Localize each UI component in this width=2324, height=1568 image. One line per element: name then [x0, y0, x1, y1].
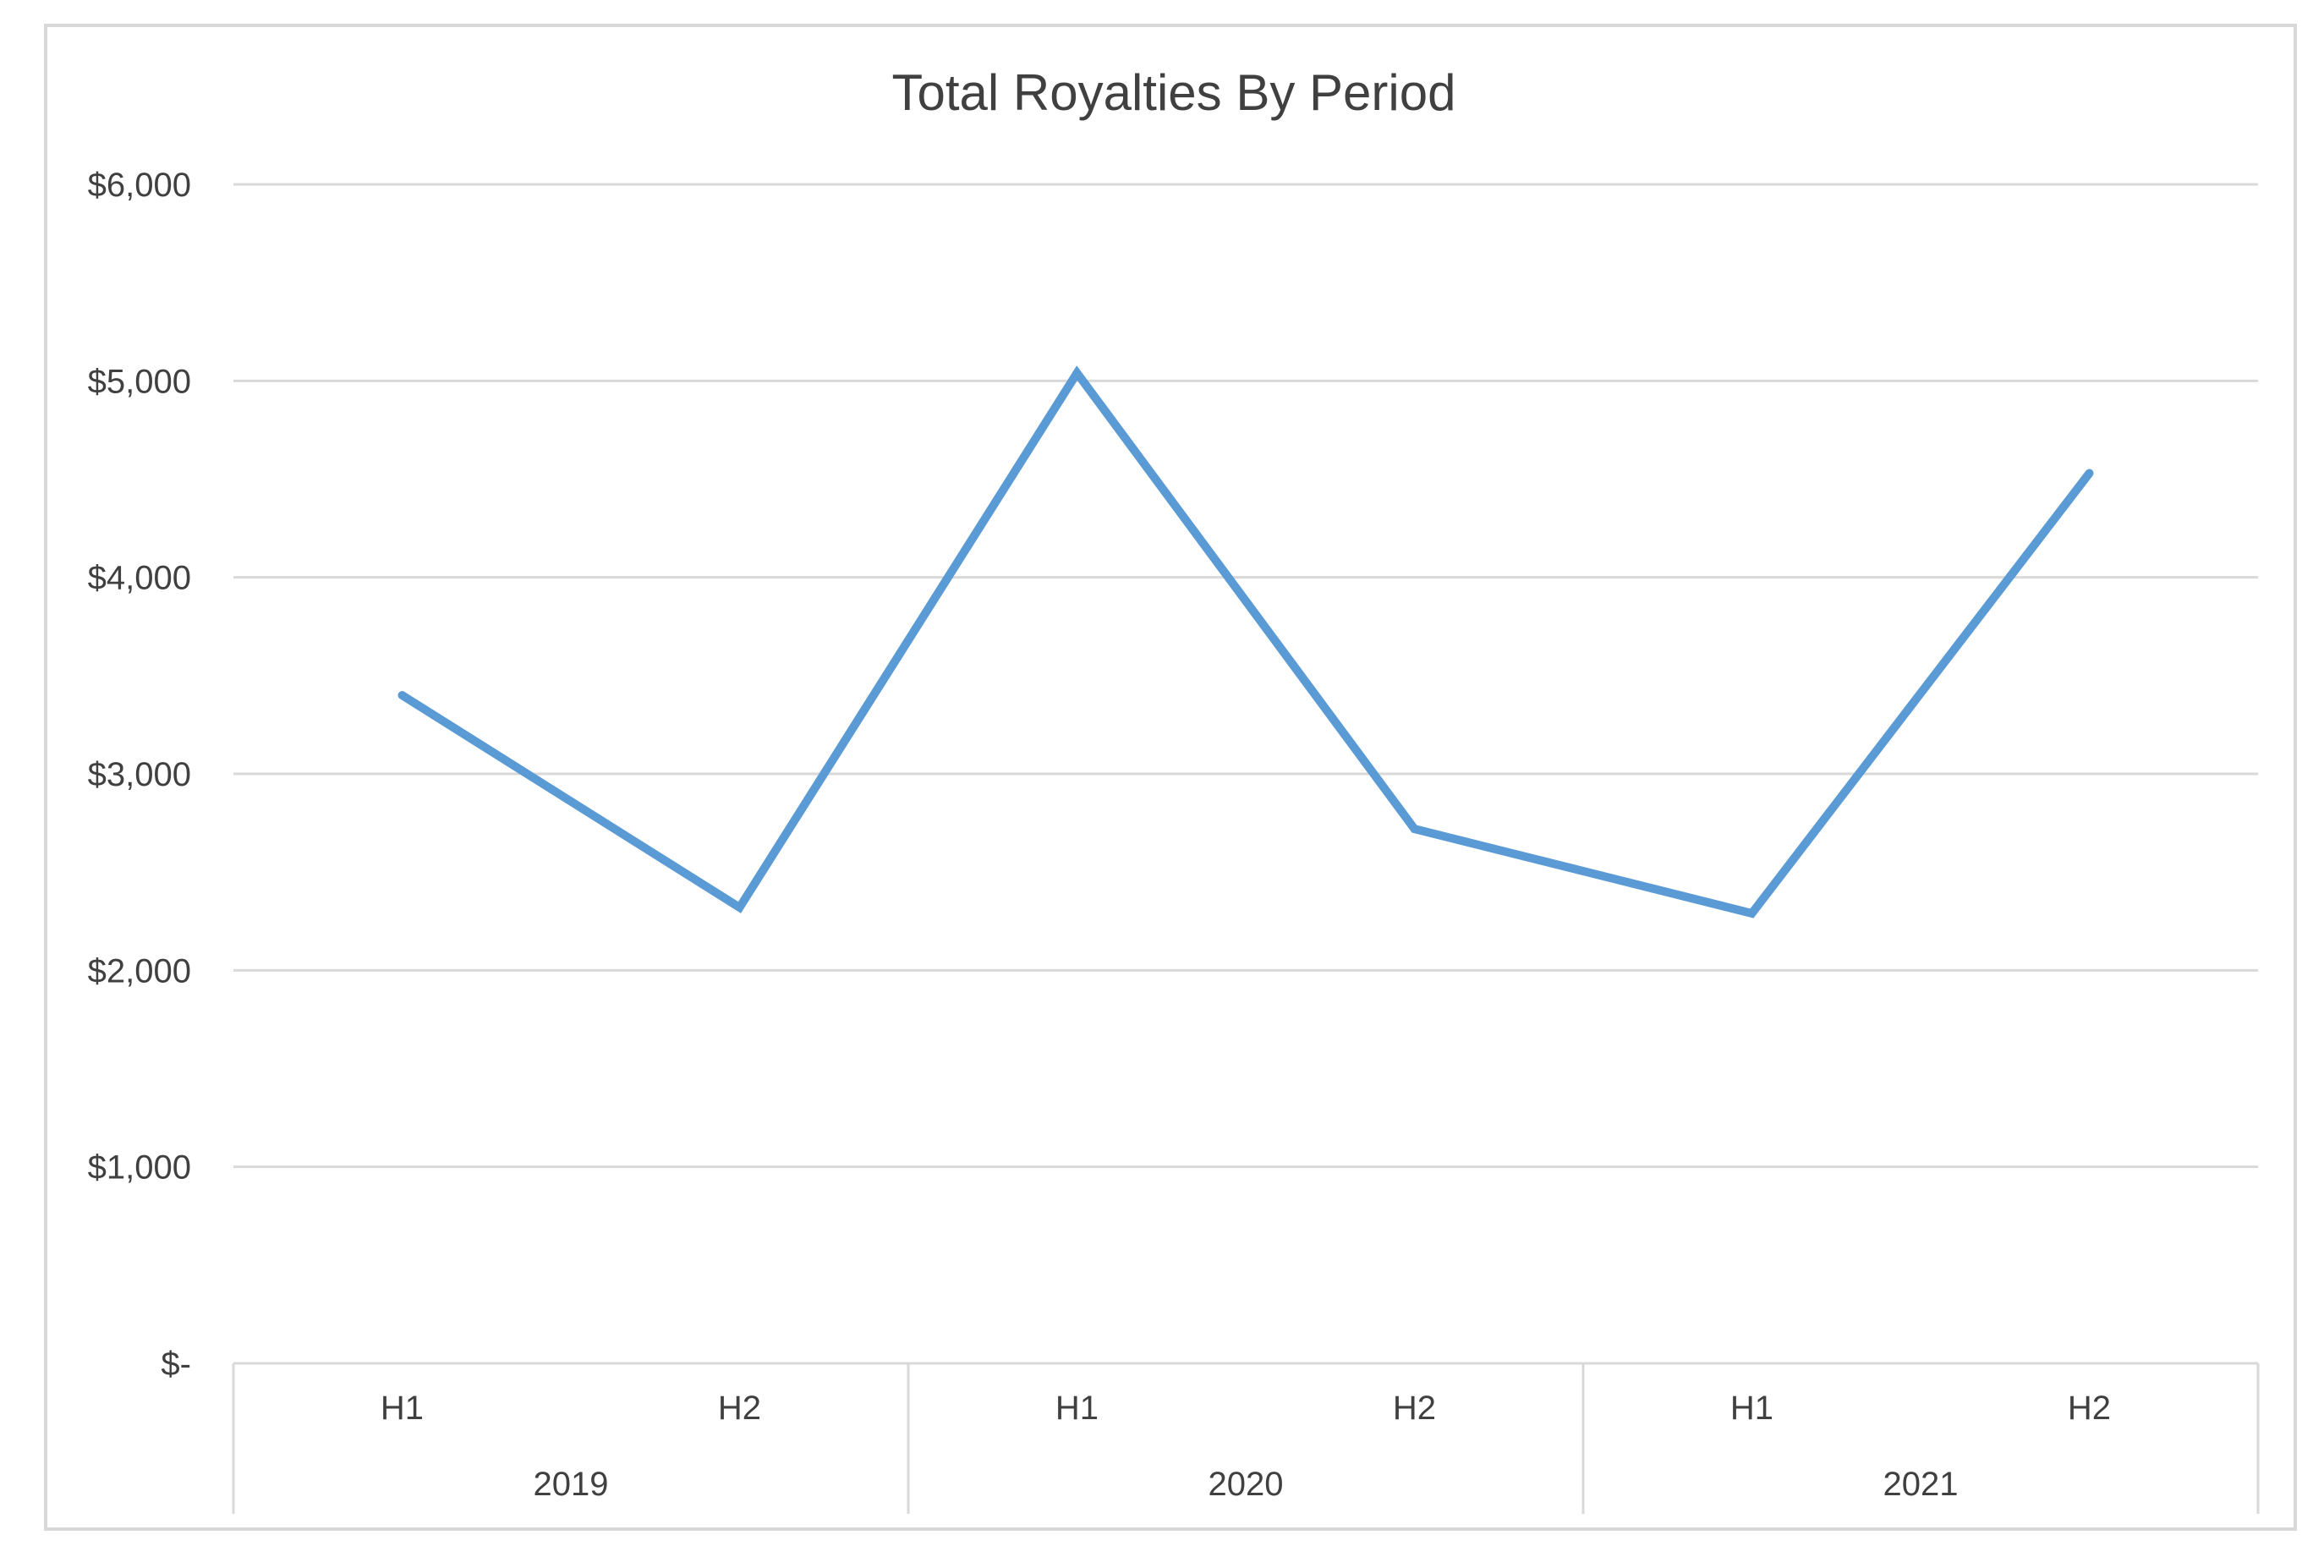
y-tick-label: $5,000	[88, 363, 191, 400]
y-tick-label: $1,000	[88, 1149, 191, 1187]
series-group	[397, 365, 2094, 918]
y-axis-ticks: $- $1,000 $2,000 $3,000 $4,000 $5,000 $6,000	[88, 167, 191, 1383]
x-tick-label: H2	[2068, 1390, 2111, 1427]
series-line	[397, 365, 2094, 918]
x-tick-label: H2	[718, 1390, 761, 1427]
x-axis: H1 H2 H1 H2 H1 H2 2019 2020 2021	[232, 1362, 2260, 1514]
x-group-label: 2020	[1209, 1466, 1284, 1503]
x-group-label: 2019	[534, 1466, 609, 1503]
y-tick-label: $6,000	[88, 167, 191, 204]
x-tick-label: H1	[1055, 1390, 1099, 1427]
y-tick-label: $4,000	[88, 560, 191, 597]
x-tick-label: H1	[1730, 1390, 1773, 1427]
x-tick-label: H1	[381, 1390, 424, 1427]
y-tick-label: $3,000	[88, 756, 191, 793]
y-tick-label: $-	[161, 1346, 191, 1383]
y-tick-label: $2,000	[88, 952, 191, 990]
chart-frame	[44, 24, 2297, 1531]
x-group-label: 2021	[1883, 1466, 1959, 1503]
gridlines	[233, 183, 2258, 1169]
x-tick-label: H2	[1393, 1390, 1436, 1427]
chart-title: Total Royalties By Period	[892, 64, 1456, 121]
